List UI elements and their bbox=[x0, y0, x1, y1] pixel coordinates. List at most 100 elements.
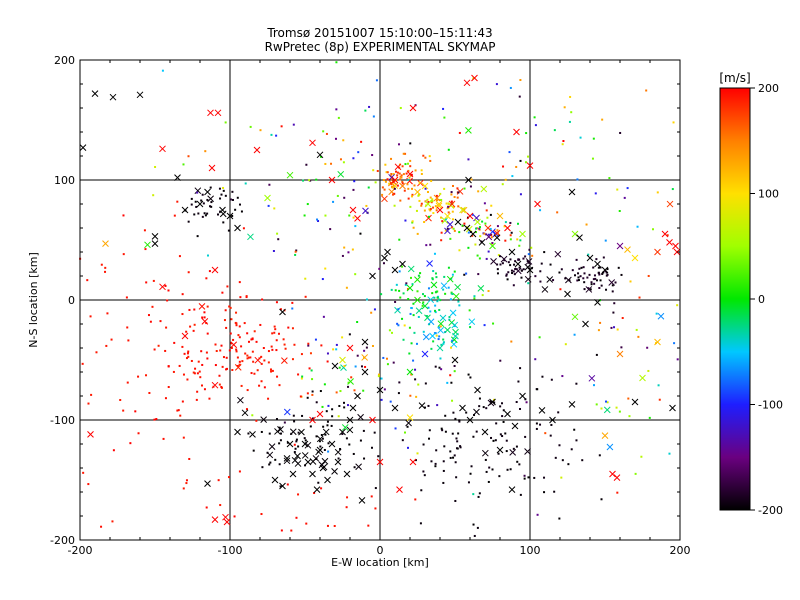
data-point-dot bbox=[382, 262, 385, 265]
data-point-cross bbox=[414, 276, 421, 283]
data-point-dot bbox=[557, 411, 560, 414]
data-point-dot bbox=[449, 237, 452, 240]
data-point-dot bbox=[539, 280, 542, 283]
data-point-cross bbox=[609, 470, 616, 478]
data-point-dot bbox=[518, 244, 521, 247]
data-point-dot bbox=[422, 301, 425, 304]
data-point-dot bbox=[541, 375, 544, 378]
data-point-dot bbox=[515, 445, 518, 448]
data-point-dot bbox=[398, 178, 401, 181]
data-point-dot bbox=[430, 180, 433, 183]
data-point-dot bbox=[420, 204, 423, 207]
data-point-cross bbox=[136, 91, 144, 99]
data-point-dot bbox=[403, 189, 406, 192]
data-point-dot bbox=[275, 418, 278, 421]
data-point-dot bbox=[267, 204, 270, 207]
data-point-dot bbox=[522, 268, 525, 271]
data-point-dot bbox=[219, 349, 222, 352]
data-point-dot bbox=[412, 302, 415, 305]
data-point-cross bbox=[174, 174, 181, 181]
data-point-dot bbox=[206, 357, 209, 360]
data-point-cross bbox=[601, 432, 609, 439]
data-point-dot bbox=[154, 165, 157, 168]
data-point-dot bbox=[374, 507, 377, 510]
data-point-dot bbox=[497, 254, 500, 257]
data-point-dot bbox=[576, 178, 579, 181]
data-point-cross bbox=[508, 486, 516, 493]
data-point-dot bbox=[326, 524, 329, 527]
data-point-dot bbox=[177, 409, 180, 412]
data-point-dot bbox=[502, 165, 505, 168]
data-point-dot bbox=[199, 376, 202, 379]
data-point-dot bbox=[479, 235, 482, 238]
data-point-dot bbox=[352, 188, 355, 191]
data-point-dot bbox=[365, 204, 368, 207]
data-point-dot bbox=[321, 437, 324, 440]
data-point-dot bbox=[227, 229, 230, 232]
data-point-dot bbox=[347, 385, 350, 388]
data-point-dot bbox=[195, 205, 198, 208]
data-point-cross bbox=[391, 404, 399, 412]
data-point-dot bbox=[647, 274, 650, 277]
data-point-dot bbox=[522, 257, 525, 260]
data-point-dot bbox=[280, 529, 283, 532]
data-point-dot bbox=[304, 464, 307, 467]
data-point-cross bbox=[437, 326, 444, 334]
data-point-cross bbox=[444, 326, 451, 334]
data-point-cross bbox=[524, 275, 532, 283]
data-point-cross bbox=[214, 109, 222, 117]
data-point-dot bbox=[450, 191, 453, 194]
data-point-dot bbox=[614, 281, 617, 284]
data-point-dot bbox=[430, 201, 433, 204]
data-point-dot bbox=[610, 326, 613, 329]
data-point-cross bbox=[421, 182, 429, 190]
data-point-dot bbox=[652, 228, 655, 231]
data-point-cross bbox=[384, 248, 391, 256]
data-point-dot bbox=[519, 79, 522, 82]
data-point-dot bbox=[309, 179, 312, 182]
data-point-dot bbox=[319, 155, 322, 158]
data-point-dot bbox=[382, 179, 385, 182]
data-point-dot bbox=[592, 278, 595, 281]
data-point-dot bbox=[400, 174, 403, 177]
data-point-cross bbox=[281, 357, 288, 364]
data-point-dot bbox=[440, 343, 443, 346]
data-point-dot bbox=[354, 365, 357, 368]
data-point-dot bbox=[620, 273, 623, 276]
data-point-dot bbox=[204, 214, 207, 217]
data-point-dot bbox=[432, 206, 435, 209]
data-point-dot bbox=[112, 449, 115, 452]
data-point-dot bbox=[235, 348, 238, 351]
data-point-cross bbox=[376, 458, 384, 466]
data-point-dot bbox=[444, 292, 447, 295]
data-point-dot bbox=[86, 279, 89, 282]
data-point-dot bbox=[558, 444, 561, 447]
data-point-dot bbox=[411, 221, 414, 224]
data-point-dot bbox=[439, 325, 442, 328]
data-point-cross bbox=[616, 350, 624, 358]
data-point-dot bbox=[261, 298, 264, 301]
data-point-dot bbox=[627, 397, 630, 400]
data-point-dot bbox=[203, 212, 206, 215]
data-point-dot bbox=[334, 137, 337, 140]
data-point-dot bbox=[185, 357, 188, 360]
data-point-dot bbox=[611, 284, 614, 287]
data-point-dot bbox=[187, 355, 190, 358]
data-point-dot bbox=[401, 265, 404, 268]
data-point-dot bbox=[326, 420, 329, 423]
data-point-dot bbox=[377, 375, 380, 378]
data-point-dot bbox=[423, 209, 426, 212]
data-point-cross bbox=[283, 408, 291, 416]
data-point-dot bbox=[587, 253, 590, 256]
data-point-dot bbox=[278, 426, 281, 429]
data-point-dot bbox=[454, 499, 457, 502]
data-point-dot bbox=[276, 232, 279, 235]
data-point-dot bbox=[144, 248, 147, 251]
data-point-dot bbox=[549, 263, 552, 266]
data-point-dot bbox=[455, 437, 458, 440]
data-point-dot bbox=[244, 352, 247, 355]
data-point-dot bbox=[205, 506, 208, 509]
data-point-dot bbox=[392, 361, 395, 364]
data-point-dot bbox=[220, 193, 223, 196]
data-point-dot bbox=[586, 276, 589, 279]
